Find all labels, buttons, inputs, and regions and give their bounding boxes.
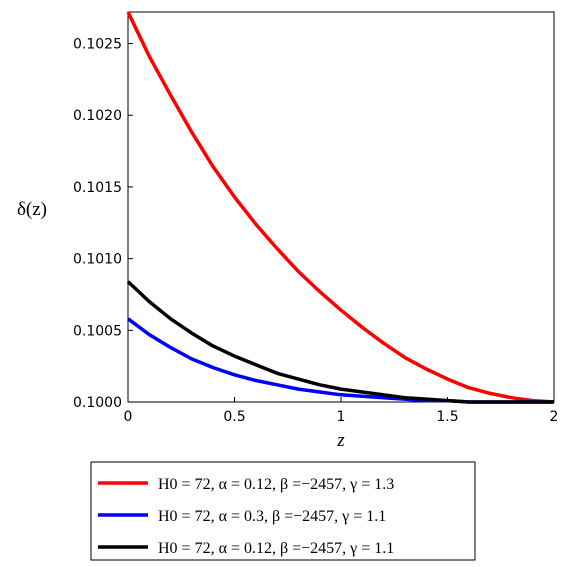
y-tick-label: 0.1005	[73, 323, 122, 339]
legend-label: H0 = 72, α = 0.12, β =−2457, γ = 1.3	[158, 476, 394, 493]
x-tick-label: 2	[550, 409, 559, 425]
plot-frame	[127, 11, 555, 403]
series-line-3	[126, 280, 554, 404]
y-tick-label: 0.1025	[73, 37, 122, 53]
x-tick-label: 0.5	[223, 409, 245, 425]
x-axis-ticks: 0 0.5 1 1.5 2	[124, 397, 559, 425]
y-tick-label: 0.1015	[73, 180, 122, 196]
legend-label: H0 = 72, α = 0.12, β =−2457, γ = 1.1	[158, 540, 394, 557]
series-line-1	[126, 11, 555, 404]
x-tick-label: 1	[337, 409, 346, 425]
y-tick-label: 0.1000	[73, 395, 122, 411]
y-axis-ticks: 0.1000 0.1005 0.1010 0.1015 0.1020 0.1025	[73, 37, 133, 411]
legend-box	[90, 461, 476, 561]
y-tick-label: 0.1020	[73, 108, 122, 124]
legend-label: H0 = 72, α = 0.3, β =−2457, γ = 1.1	[158, 508, 386, 525]
series-lines	[126, 11, 555, 404]
y-tick-label: 0.1010	[73, 252, 122, 268]
legend: H0 = 72, α = 0.12, β =−2457, γ = 1.3 H0 =…	[90, 461, 476, 561]
x-tick-label: 0	[124, 409, 133, 425]
y-axis-label: δ(z)	[17, 199, 47, 220]
x-tick-label: 1.5	[436, 409, 458, 425]
x-axis-label: z	[336, 430, 345, 451]
